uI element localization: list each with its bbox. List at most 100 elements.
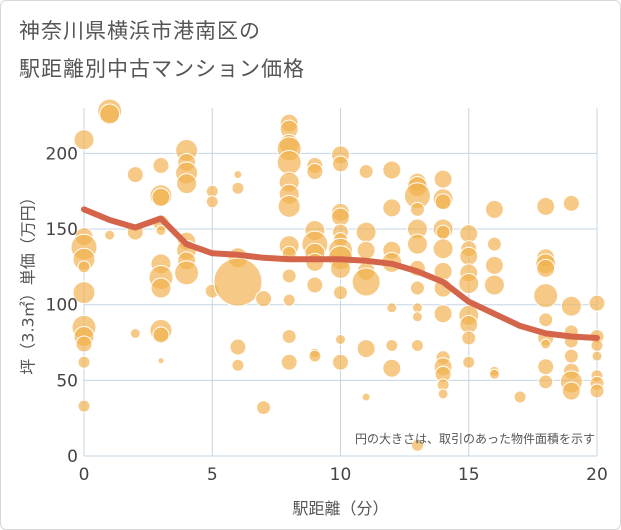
bubble-108	[433, 169, 453, 189]
bubble-8	[75, 335, 93, 353]
bubble-69	[308, 349, 322, 363]
bubble-73	[331, 207, 350, 227]
y-axis-title: 坪（3.3㎡）単価（万円）	[19, 189, 38, 374]
bubble-42	[213, 257, 263, 307]
y-tick-labels: 0 50 100 150 200	[46, 144, 78, 467]
bubble-43	[229, 338, 247, 356]
bubble-152	[563, 348, 579, 364]
bubble-101	[406, 233, 428, 255]
bubble-137	[513, 390, 527, 404]
bubble-129	[461, 330, 477, 346]
bubble-57	[281, 268, 297, 284]
x-tick-label-2: 10	[330, 465, 352, 485]
bubble-0	[73, 129, 95, 151]
bubble-159	[591, 350, 603, 362]
bubble-26	[152, 326, 170, 344]
bubble-103	[409, 280, 425, 296]
bubble-136	[488, 368, 500, 380]
bubble-58	[282, 293, 296, 307]
y-tick-label-3: 150	[46, 220, 78, 240]
bubble-37	[205, 195, 219, 209]
bubble-86	[351, 267, 381, 297]
bubble-130	[462, 355, 476, 369]
bubble-82	[358, 164, 374, 180]
bubble-54	[277, 194, 301, 218]
bubble-126	[458, 273, 480, 295]
x-tick-label-1: 5	[207, 465, 218, 485]
bubble-143	[538, 312, 554, 328]
chart-title-line-1: 神奈川県横浜市港南区の	[19, 19, 261, 43]
size-annotation: 円の大きさは、取引のあった物件面積を示す	[355, 431, 595, 446]
bubble-149	[560, 295, 582, 317]
bubble-158	[590, 339, 604, 353]
y-tick-label-1: 50	[56, 371, 78, 391]
bubble-146	[537, 358, 555, 376]
bubble-59	[281, 328, 297, 344]
x-axis-title: 駅距離（分）	[292, 499, 388, 518]
bubble-10	[77, 399, 91, 413]
bubble-106	[410, 339, 424, 353]
x-tick-label-3: 15	[458, 465, 480, 485]
bubble-66	[305, 252, 325, 272]
x-tick-label-4: 20	[586, 465, 608, 485]
bubble-89	[382, 160, 402, 180]
bubble-94	[385, 339, 399, 353]
bubble-83	[355, 221, 377, 243]
bubble-80	[335, 333, 346, 345]
y-tick-label-4: 200	[46, 144, 78, 164]
bubble-107	[410, 438, 424, 452]
bubble-31	[176, 173, 198, 195]
bubble-45	[255, 290, 273, 308]
bubble-60	[280, 353, 298, 371]
bubble-162	[589, 383, 605, 399]
bubble-16	[129, 327, 141, 339]
bubble-24	[150, 277, 172, 299]
bubble-116	[433, 304, 453, 324]
bubble-14	[126, 166, 144, 184]
bubble-132	[486, 236, 502, 252]
y-tick-label-0: 0	[67, 447, 78, 467]
bubble-156	[588, 294, 606, 312]
bubble-81	[332, 353, 349, 371]
bubble-122	[459, 224, 479, 244]
bubble-145	[540, 338, 552, 350]
bubble-148	[562, 194, 580, 212]
bubble-141	[536, 258, 556, 278]
bubble-155	[561, 381, 581, 401]
y-tick-label-2: 100	[46, 296, 78, 316]
bubble-110	[434, 193, 452, 211]
bubble-134	[483, 274, 505, 296]
bubble-12	[99, 103, 121, 125]
bubble-62	[306, 163, 324, 181]
bubble-71	[332, 155, 349, 173]
bubble-112	[435, 224, 451, 240]
bubble-21	[155, 225, 167, 237]
trend-line	[81, 206, 600, 341]
x-tick-label-0: 0	[79, 465, 90, 485]
bubble-124	[459, 246, 479, 266]
bubble-27	[157, 357, 165, 365]
bubble-44	[231, 358, 245, 372]
bubble-113	[432, 238, 454, 260]
bubble-138	[536, 196, 556, 216]
bubble-5	[72, 281, 96, 305]
bubble-67	[306, 276, 324, 294]
bubble-99	[409, 201, 425, 217]
bubble-9	[77, 355, 91, 369]
bubble-105	[411, 311, 423, 323]
bubble-87	[356, 339, 376, 359]
bubble-93	[386, 302, 398, 314]
chart-title-line-2: 駅距離別中古マンション価格	[19, 57, 305, 81]
bubble-51	[276, 149, 302, 175]
bubble-46	[256, 400, 272, 416]
bubble-88	[361, 392, 371, 402]
bubble-90	[382, 198, 402, 218]
bubble-84	[356, 240, 376, 260]
bubble-142	[533, 283, 559, 309]
bubble-39	[233, 170, 243, 180]
bubble-95	[382, 358, 402, 378]
x-tick-labels: 0 5 10 15 20	[79, 465, 608, 485]
bubble-133	[484, 255, 504, 275]
bubble-19	[151, 187, 171, 207]
bubble-40	[231, 181, 245, 195]
